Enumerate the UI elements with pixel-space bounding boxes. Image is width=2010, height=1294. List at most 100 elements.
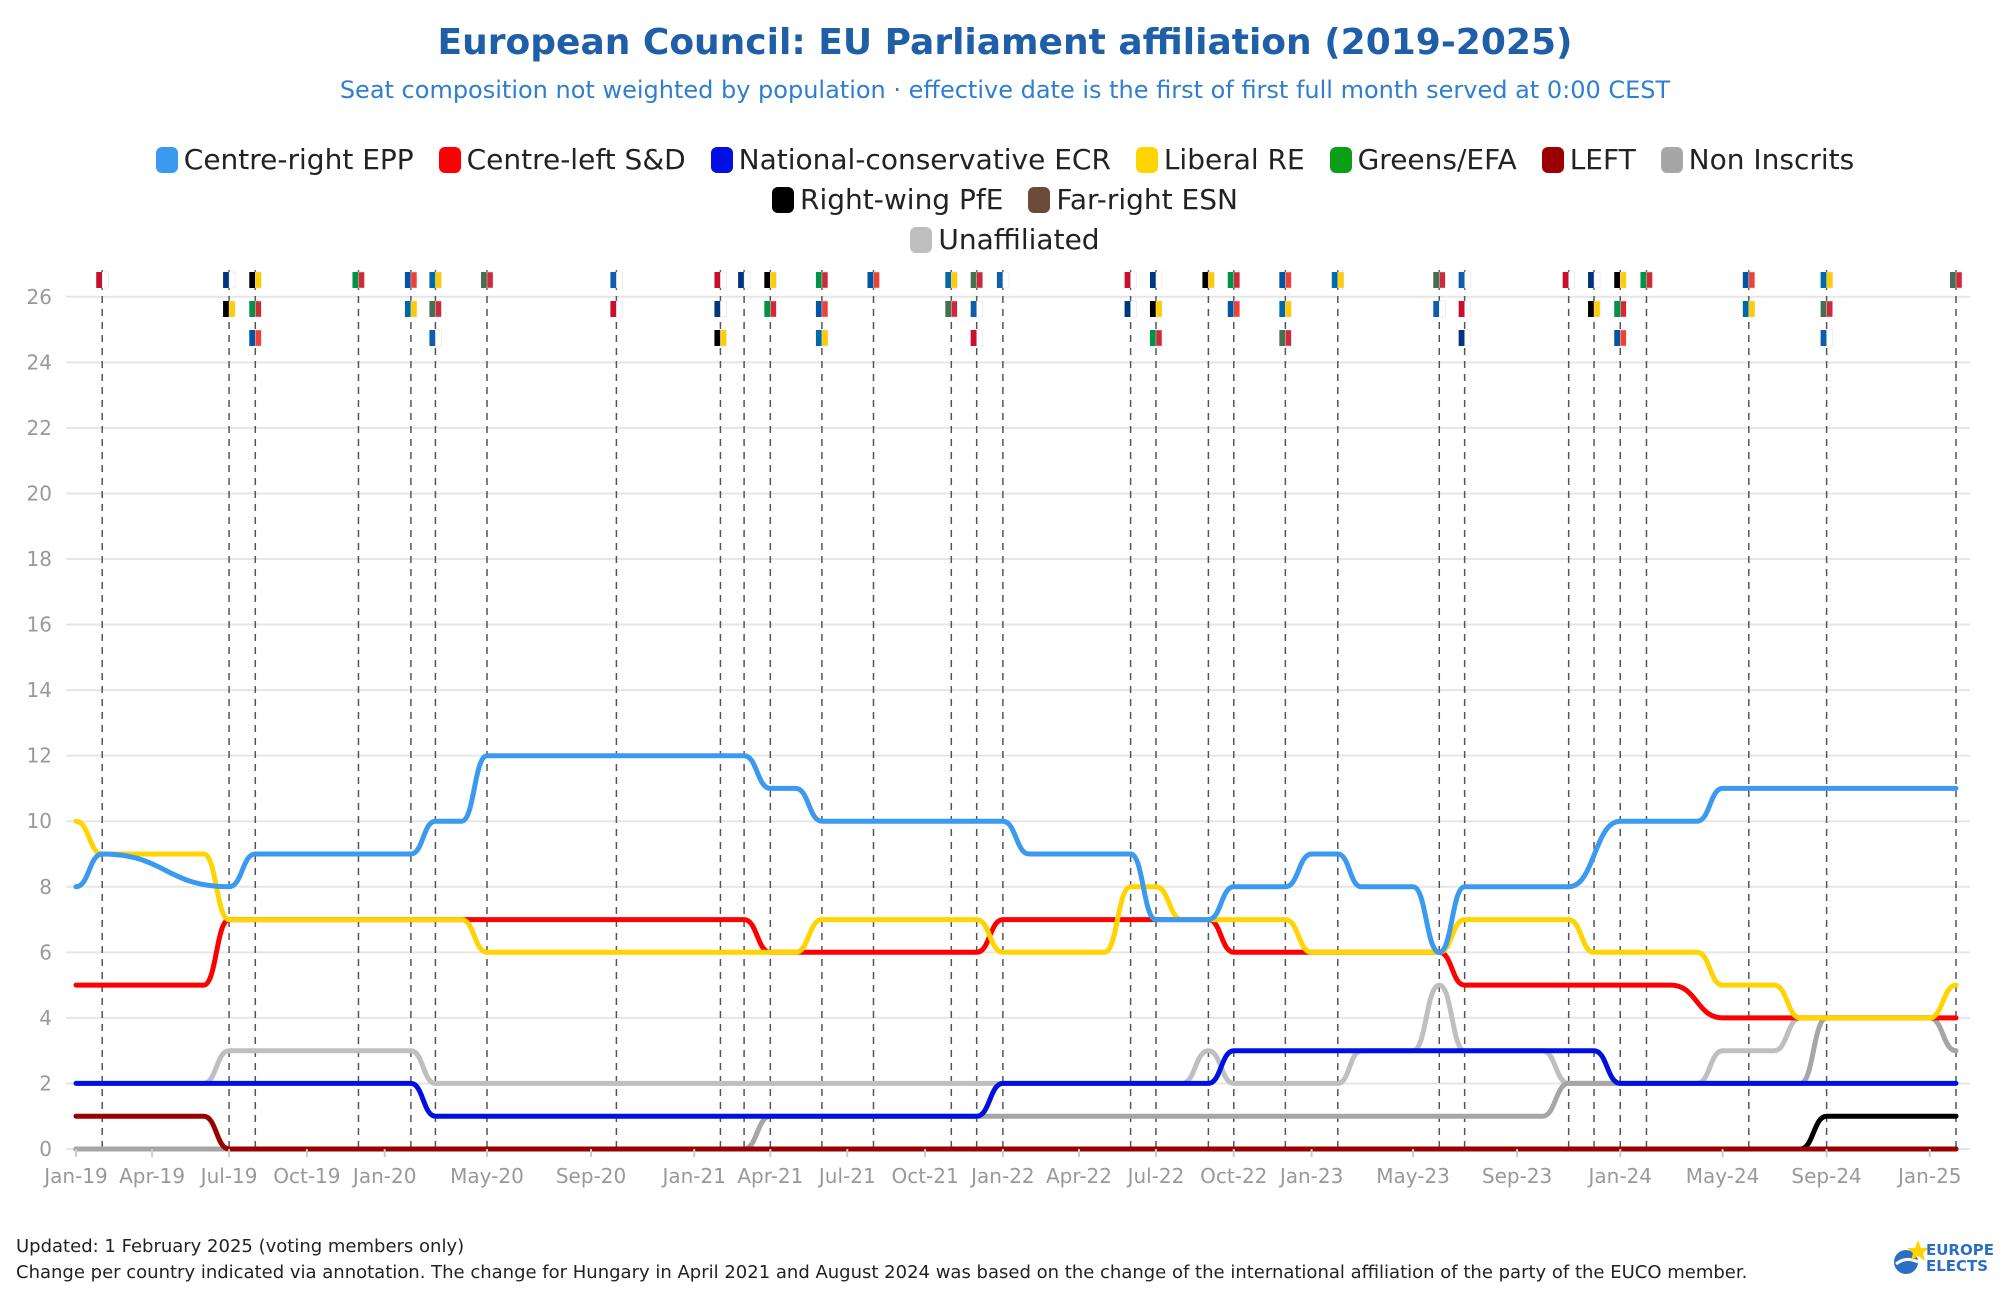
chart-subtitle: Seat composition not weighted by populat…: [339, 76, 1671, 104]
series-line-centre-right-epp: [73, 753, 1959, 955]
x-tick-label: Jul-22: [1126, 1164, 1185, 1188]
legend-item-epp: Centre-right EPP: [155, 140, 414, 180]
legend-item-left: LEFT: [1541, 140, 1636, 180]
series-line-national-conservative-ecr: [73, 1048, 1959, 1119]
country-flag-icon: [1331, 272, 1338, 288]
legend-label-sd: Centre-left S&D: [466, 143, 686, 176]
country-flag-icon: [720, 271, 727, 289]
country-flag-icon: [429, 330, 436, 346]
country-flag-icon: [1588, 272, 1595, 288]
country-flag-icon: [976, 300, 983, 318]
country-flag-icon: [1950, 272, 1956, 288]
country-flag-icon: [951, 300, 958, 318]
logo-text: EUROPE ELECTS: [1926, 1242, 1994, 1274]
footnote-note: Change per country indicated via annotat…: [16, 1262, 1748, 1283]
country-flag-icon: [1593, 271, 1601, 289]
country-flag-icon: [764, 272, 771, 288]
country-flag-icon: [821, 329, 829, 347]
country-flag-icon: [821, 271, 829, 289]
series-line-unaffiliated: [73, 982, 1959, 1086]
legend-label-greens: Greens/EFA: [1357, 143, 1517, 176]
legend-swatch-greens: [1329, 147, 1352, 173]
country-flag-icon: [1568, 271, 1575, 289]
country-flag-icon: [1464, 329, 1471, 347]
legend-swatch-re: [1135, 147, 1158, 173]
x-tick-label: Apr-22: [1046, 1164, 1112, 1188]
country-flag-icon: [996, 272, 1003, 288]
country-flag-icon: [1748, 271, 1756, 289]
country-flag-icon: [1588, 301, 1595, 317]
country-flag-icon: [945, 272, 952, 288]
y-tick-label: 2: [39, 1071, 52, 1095]
country-flag-icon: [1742, 301, 1749, 317]
x-tick-label: Jan-23: [1278, 1164, 1344, 1188]
country-flag-icon: [228, 300, 236, 318]
europe-elects-logo: EUROPE ELECTS: [1890, 1236, 2000, 1286]
country-flag-icon: [1433, 301, 1440, 317]
country-flag-icon: [410, 271, 418, 289]
x-tick-label: Sep-23: [1482, 1164, 1552, 1188]
country-flag-icon: [228, 271, 236, 289]
country-flag-icon: [255, 271, 262, 289]
x-tick-label: Oct-19: [273, 1164, 340, 1188]
country-flag-icon: [1124, 301, 1131, 317]
country-flag-icon: [1233, 300, 1241, 318]
y-tick-label: 4: [39, 1006, 52, 1030]
logo-text-line-1: EUROPE: [1926, 1241, 1994, 1259]
country-flag-icon: [1149, 301, 1156, 317]
country-flag-icon: [1826, 271, 1833, 289]
legend-label-esn: Far-right ESN: [1056, 183, 1238, 216]
y-tick-label: 18: [27, 547, 52, 571]
country-flag-icon: [410, 300, 418, 318]
country-flag-icon: [873, 271, 880, 289]
country-flag-icon: [223, 301, 230, 317]
x-tick-label: Jan-20: [351, 1164, 417, 1188]
x-tick-label: Jan-25: [1896, 1164, 1962, 1188]
country-flag-icon: [1620, 271, 1627, 289]
chart-title: European Council: EU Parliament affiliat…: [437, 22, 1573, 63]
legend-swatch-pfe: [772, 187, 795, 213]
country-flag-icon: [1202, 272, 1209, 288]
country-flag-icon: [1955, 271, 1963, 289]
country-flag-icon: [1155, 271, 1163, 289]
country-flag-icon: [951, 271, 958, 289]
logo-text-line-2: ELECTS: [1926, 1257, 1989, 1275]
legend-label-epp: Centre-right EPP: [183, 143, 414, 176]
legend-label-unaffiliated: Unaffiliated: [938, 223, 1100, 256]
x-tick-label: Sep-20: [556, 1164, 626, 1188]
country-flag-icon: [616, 271, 623, 289]
country-flag-icon: [610, 272, 617, 288]
x-tick-label: Jan-22: [969, 1164, 1035, 1188]
country-flag-icon: [223, 272, 230, 288]
country-flag-icon: [101, 271, 109, 289]
country-flag-icon: [1285, 300, 1292, 318]
country-flag-icon: [1464, 300, 1471, 318]
country-flag-icon: [1149, 330, 1156, 346]
legend-item-re: Liberal RE: [1135, 140, 1305, 180]
country-flag-icon: [1593, 300, 1601, 318]
legend-swatch-esn: [1028, 187, 1051, 213]
country-flag-icon: [1614, 301, 1621, 317]
legend: Centre-right EPP Centre-left S&D Nationa…: [30, 140, 1980, 260]
legend-label-ecr: National-conservative ECR: [738, 143, 1111, 176]
legend-item-esn: Far-right ESN: [1028, 180, 1238, 220]
country-flag-icon: [1002, 271, 1010, 289]
country-flag-icon: [1285, 329, 1292, 347]
country-flag-icon: [770, 271, 777, 289]
country-flag-icon: [738, 272, 745, 288]
country-flag-icon: [481, 272, 488, 288]
legend-item-pfe: Right-wing PfE: [772, 180, 1003, 220]
x-tick-label: Jul-21: [817, 1164, 876, 1188]
x-tick-label: Apr-21: [737, 1164, 803, 1188]
country-flag-icon: [1464, 271, 1471, 289]
legend-item-ecr: National-conservative ECR: [710, 140, 1111, 180]
country-flag-icon: [255, 329, 262, 347]
y-tick-label: 8: [39, 875, 52, 899]
country-flag-icon: [815, 272, 822, 288]
country-flag-icon: [1155, 300, 1163, 318]
country-flag-icon: [720, 300, 727, 318]
country-flag-icon: [1227, 301, 1234, 317]
logo-star-icon: [1894, 1240, 1929, 1274]
country-flag-icon: [1614, 330, 1621, 346]
